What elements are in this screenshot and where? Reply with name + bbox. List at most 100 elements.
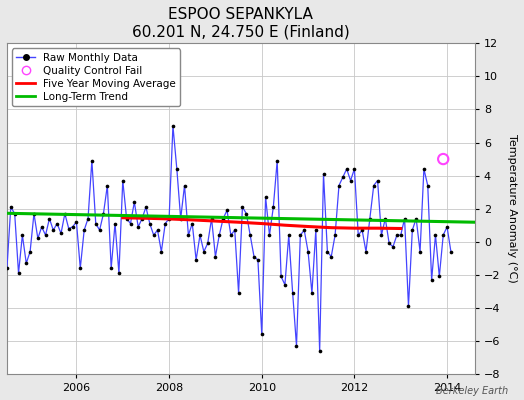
Point — [350, 166, 358, 172]
Point — [30, 210, 38, 217]
Point — [392, 232, 401, 238]
Point — [161, 220, 169, 227]
Point — [258, 331, 266, 338]
Point — [423, 182, 432, 189]
Point — [439, 232, 447, 238]
Point — [339, 174, 347, 180]
Point — [118, 177, 127, 184]
Point — [126, 220, 135, 227]
Point — [88, 158, 96, 164]
Point — [3, 265, 11, 271]
Point — [273, 158, 281, 164]
Point — [196, 232, 204, 238]
Point — [369, 182, 378, 189]
Point — [138, 215, 146, 222]
Point — [7, 204, 15, 210]
Point — [92, 220, 100, 227]
Point — [254, 257, 262, 263]
Point — [69, 224, 77, 230]
Point — [400, 215, 409, 222]
Point — [26, 248, 34, 255]
Point — [362, 248, 370, 255]
Point — [300, 227, 309, 233]
Point — [53, 220, 61, 227]
Point — [95, 227, 104, 233]
Point — [14, 270, 23, 276]
Point — [80, 227, 89, 233]
Point — [169, 123, 177, 129]
Point — [447, 248, 455, 255]
Point — [154, 227, 162, 233]
Point — [231, 227, 239, 233]
Point — [389, 244, 397, 250]
Point — [354, 232, 363, 238]
Point — [180, 182, 189, 189]
Point — [346, 177, 355, 184]
Point — [315, 348, 324, 354]
Point — [149, 232, 158, 238]
Point — [0, 215, 3, 222]
Point — [246, 232, 254, 238]
Point — [72, 219, 81, 225]
Point — [57, 230, 65, 237]
Point — [115, 270, 123, 276]
Title: ESPOO SEPANKYLA
60.201 N, 24.750 E (Finland): ESPOO SEPANKYLA 60.201 N, 24.750 E (Finl… — [132, 7, 350, 39]
Point — [296, 232, 304, 238]
Point — [165, 215, 173, 222]
Point — [123, 215, 131, 222]
Point — [412, 215, 420, 222]
Point — [431, 232, 440, 238]
Point — [397, 232, 405, 238]
Point — [416, 248, 424, 255]
Point — [292, 343, 301, 349]
Point — [157, 248, 166, 255]
Point — [269, 204, 278, 210]
Point — [331, 232, 339, 238]
Point — [107, 265, 115, 271]
Point — [323, 248, 332, 255]
Point — [319, 171, 328, 177]
Point — [146, 220, 154, 227]
Point — [10, 210, 19, 217]
Point — [308, 290, 316, 296]
Point — [38, 224, 46, 230]
Point — [385, 240, 394, 246]
Point — [285, 232, 293, 238]
Point — [61, 210, 69, 217]
Point — [261, 194, 270, 200]
Point — [358, 227, 366, 233]
Point — [242, 210, 250, 217]
Point — [45, 215, 53, 222]
Point — [227, 232, 235, 238]
Point — [200, 248, 208, 255]
Point — [250, 254, 258, 260]
Point — [277, 273, 285, 280]
Point — [141, 204, 150, 210]
Point — [443, 224, 451, 230]
Point — [64, 225, 73, 232]
Point — [343, 166, 351, 172]
Point — [18, 232, 27, 238]
Point — [41, 232, 50, 238]
Point — [84, 215, 92, 222]
Point — [366, 215, 374, 222]
Point — [281, 282, 289, 288]
Point — [103, 182, 112, 189]
Point — [265, 232, 274, 238]
Y-axis label: Temperature Anomaly (°C): Temperature Anomaly (°C) — [507, 134, 517, 283]
Point — [208, 215, 216, 222]
Point — [377, 232, 386, 238]
Point — [177, 215, 185, 222]
Point — [428, 276, 436, 283]
Point — [215, 232, 223, 238]
Point — [381, 215, 389, 222]
Point — [34, 235, 42, 242]
Point — [188, 220, 196, 227]
Point — [49, 227, 58, 233]
Point — [172, 166, 181, 172]
Point — [219, 215, 227, 222]
Point — [288, 290, 297, 296]
Point — [184, 232, 193, 238]
Text: Berkeley Earth: Berkeley Earth — [436, 386, 508, 396]
Point — [134, 224, 143, 230]
